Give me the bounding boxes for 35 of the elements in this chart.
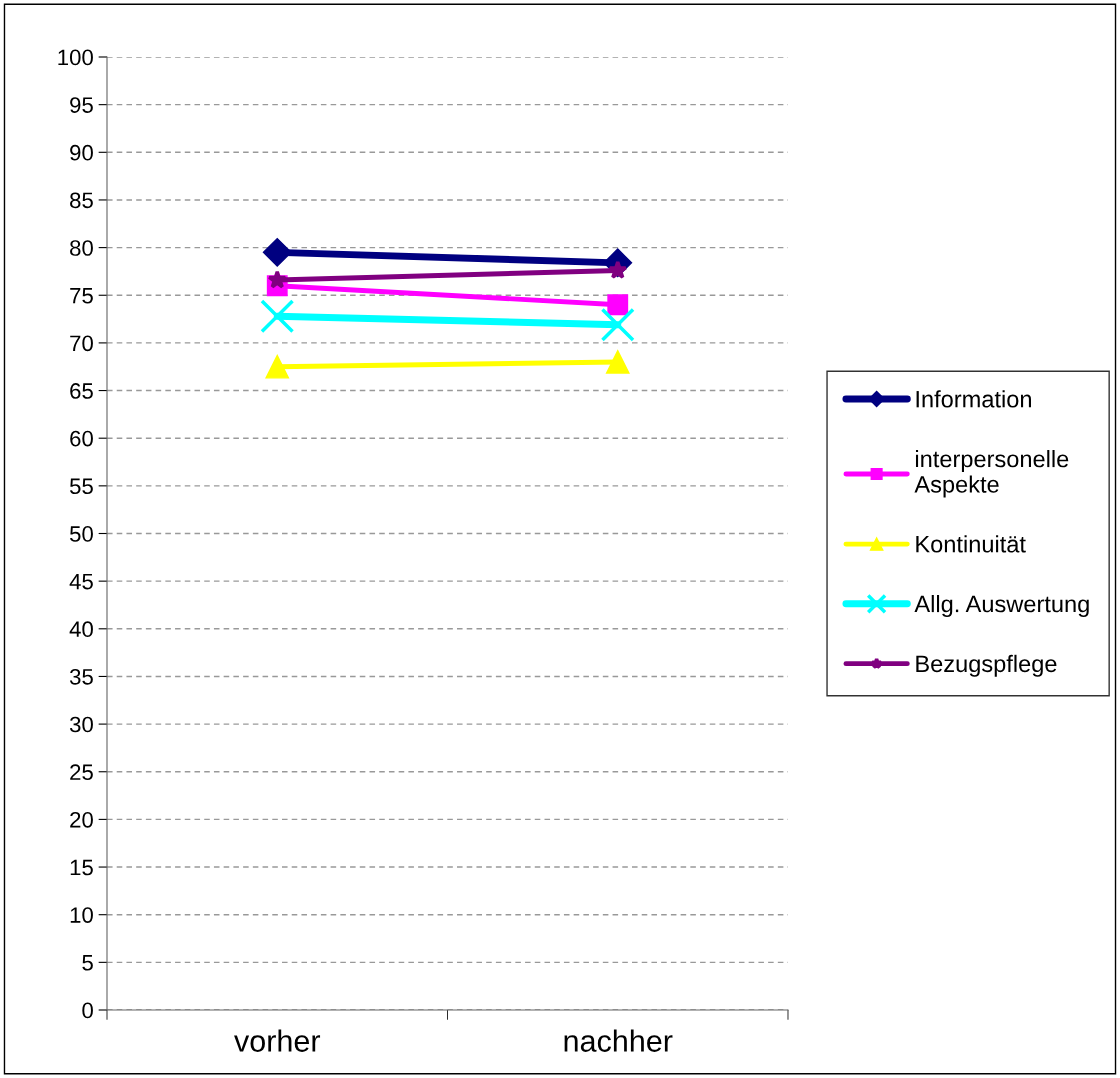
y-tick-label: 30 <box>69 716 93 733</box>
y-tick-label: 90 <box>70 144 93 161</box>
point <box>600 307 635 342</box>
y-tick-label: 15 <box>70 859 93 876</box>
legend-label: interpersonelle Aspekte <box>914 449 1069 498</box>
y-tick-label: 80 <box>70 240 93 256</box>
point <box>267 269 287 289</box>
point <box>265 354 290 379</box>
y-tick-label: 55 <box>69 478 93 495</box>
y-tick-label: 35 <box>69 668 93 685</box>
y-tick-label: 5 <box>82 955 93 971</box>
point <box>607 294 629 316</box>
y-tick-label: 25 <box>70 764 93 781</box>
y-tick-label: 20 <box>70 811 93 828</box>
y-tick-label: 75 <box>70 288 93 304</box>
x-tick-label: vorher <box>234 1029 321 1052</box>
point <box>605 350 630 374</box>
legend-label: Information <box>916 390 1031 408</box>
y-tick-label: 40 <box>69 621 93 638</box>
point <box>260 299 295 334</box>
y-tick-label: 50 <box>69 526 93 542</box>
legend-label: Allg. Auswertung <box>914 595 1089 618</box>
y-tick-label: 60 <box>70 430 93 447</box>
y-tick-label: 0 <box>82 1002 93 1019</box>
y-tick-label: 45 <box>69 573 93 590</box>
y-tick-label: 100 <box>58 49 93 66</box>
y-tick-label: 10 <box>70 907 93 923</box>
y-tick-label: 70 <box>70 335 93 352</box>
y-tick-label: 85 <box>70 192 93 209</box>
y-tick-label: 65 <box>70 383 93 399</box>
legend-label: Bezugspflege <box>916 654 1057 677</box>
x-tick-label: nachher <box>564 1029 673 1052</box>
y-tick-label: 95 <box>70 97 93 113</box>
legend-label: Kontinuität <box>916 535 1026 553</box>
point <box>262 237 292 267</box>
